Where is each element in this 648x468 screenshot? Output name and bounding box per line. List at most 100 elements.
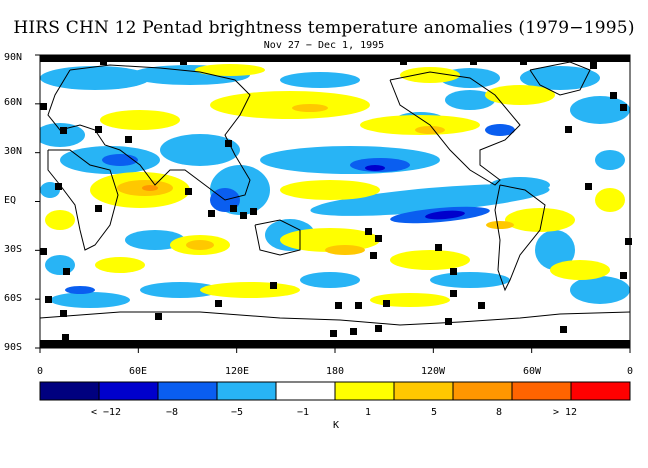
missing-data-cell-38 [155, 313, 162, 320]
missing-data-cell-40 [478, 302, 485, 309]
lon-label-60e: 60E [128, 366, 148, 377]
missing-data-cell-36 [45, 296, 52, 303]
missing-data-north-pole-strip [40, 55, 630, 62]
colorbar-swatch-9 [570, 381, 631, 401]
anomaly-blob-cool-9 [160, 134, 240, 166]
colorbar-label-8: 8 [495, 407, 503, 418]
anomaly-blob-cool-2 [280, 72, 360, 88]
colorbar-swatch-6 [393, 381, 454, 401]
coastline-3 [389, 71, 521, 186]
missing-data-cell-20 [240, 212, 247, 219]
missing-data-cell-46 [375, 325, 382, 332]
anomaly-blob-cold-1 [365, 165, 385, 171]
lat-label-eq: EQ [4, 195, 17, 206]
missing-data-cell-39 [450, 290, 457, 297]
anomaly-blob-hot-4 [415, 126, 445, 134]
colorbar-unit: K [332, 420, 340, 431]
anomaly-blob-hot-3 [486, 221, 514, 229]
anomaly-field [40, 64, 630, 308]
anomaly-blob-hottest-0 [142, 185, 158, 191]
colorbar-label-m8: −8 [165, 407, 179, 418]
missing-data-cell-44 [330, 330, 337, 337]
missing-data-cell-13 [565, 126, 572, 133]
anomaly-blob-warm-8 [390, 250, 470, 270]
anomaly-blob-warm-17 [595, 188, 625, 212]
anomaly-blob-warm-13 [95, 257, 145, 273]
colorbar-swatch-8 [511, 381, 572, 401]
lat-label-30s: 30S [4, 244, 23, 255]
missing-data-cell-7 [620, 104, 627, 111]
anomaly-blob-warm-1 [360, 115, 480, 135]
anomaly-blob-cool-10 [260, 146, 440, 174]
colorbar-swatch-7 [452, 381, 513, 401]
anomaly-blob-cool-15 [50, 292, 130, 308]
missing-data-cell-41 [560, 326, 567, 333]
coastline-4 [494, 184, 546, 292]
anomaly-blob-warm-11 [370, 293, 450, 307]
anomaly-blob-warm-12 [550, 260, 610, 280]
anomaly-blob-cool-4 [520, 66, 600, 90]
anomaly-blob-cool-16 [140, 282, 220, 298]
missing-data-cell-26 [585, 183, 592, 190]
missing-data-cell-9 [60, 127, 67, 134]
missing-data-cell-27 [625, 238, 632, 245]
missing-data-cell-6 [610, 92, 617, 99]
missing-data-cell-21 [365, 228, 372, 235]
map-title: HIRS CHN 12 Pentad brightness temperatur… [13, 18, 635, 38]
missing-data-cell-16 [185, 188, 192, 195]
coastline-2 [254, 219, 301, 256]
colorbar-label-gt-12: > 12 [552, 407, 578, 418]
lon-label-0-end: 0 [626, 366, 634, 377]
missing-data-cell-45 [350, 328, 357, 335]
anomaly-blob-cool-21 [490, 177, 550, 193]
missing-data-cell-19 [250, 208, 257, 215]
coastline-0 [47, 64, 251, 201]
anomaly-blob-warm-10 [200, 282, 300, 298]
anomaly-blob-cool-18 [430, 272, 510, 288]
colorbar-label-1: 1 [364, 407, 372, 418]
colorbar-swatch-1 [98, 381, 159, 401]
colorbar-swatch-5 [334, 381, 395, 401]
missing-data-cell-30 [40, 248, 47, 255]
lon-label-180: 180 [325, 366, 345, 377]
anomaly-blob-cool-0 [40, 66, 150, 90]
map-subtitle: Nov 27 − Dec 1, 1995 [263, 40, 385, 51]
missing-data-cell-31 [270, 282, 277, 289]
lat-label-30n: 30N [4, 146, 23, 157]
missing-data-cell-33 [335, 302, 342, 309]
colorbar-label-m1: −1 [296, 407, 310, 418]
missing-data-cell-32 [215, 300, 222, 307]
colorbar-swatch-2 [157, 381, 218, 401]
missing-data-cell-37 [60, 310, 67, 317]
anomaly-blob-warm-2 [100, 110, 180, 130]
lat-label-60n: 60N [4, 97, 23, 108]
missing-data-cell-17 [208, 210, 215, 217]
anomaly-blob-cool-22 [595, 150, 625, 170]
anomaly-blob-coldish-5 [65, 286, 95, 294]
missing-data-south-pole-strip [40, 340, 630, 348]
lon-label-60w: 60W [522, 366, 542, 377]
lat-label-90n: 90N [4, 52, 23, 63]
anomaly-blob-cool-24 [535, 230, 575, 270]
anomaly-blob-warm-0 [210, 91, 370, 119]
lon-label-120w: 120W [420, 366, 446, 377]
anomaly-blob-warm-9 [505, 208, 575, 232]
anomaly-blob-coldish-4 [485, 124, 515, 136]
anomaly-blob-warm-3 [485, 85, 555, 105]
missing-data-cell-22 [375, 235, 382, 242]
anomaly-blob-cool-20 [45, 255, 75, 275]
anomaly-blob-coldish-0 [350, 158, 410, 172]
missing-data-cell-34 [355, 302, 362, 309]
missing-data-cell-18 [230, 205, 237, 212]
coastline-6 [39, 311, 631, 326]
missing-data-cell-14 [55, 183, 62, 190]
anomaly-blob-warm-14 [45, 210, 75, 230]
anomaly-blob-cool-17 [300, 272, 360, 288]
missing-data-cell-24 [435, 244, 442, 251]
lon-label-120e: 120E [224, 366, 250, 377]
colorbar-label-5: 5 [430, 407, 438, 418]
anomaly-blob-cool-19 [570, 276, 630, 304]
missing-data-cell-29 [63, 268, 70, 275]
anomaly-blob-cool-7 [40, 123, 85, 147]
